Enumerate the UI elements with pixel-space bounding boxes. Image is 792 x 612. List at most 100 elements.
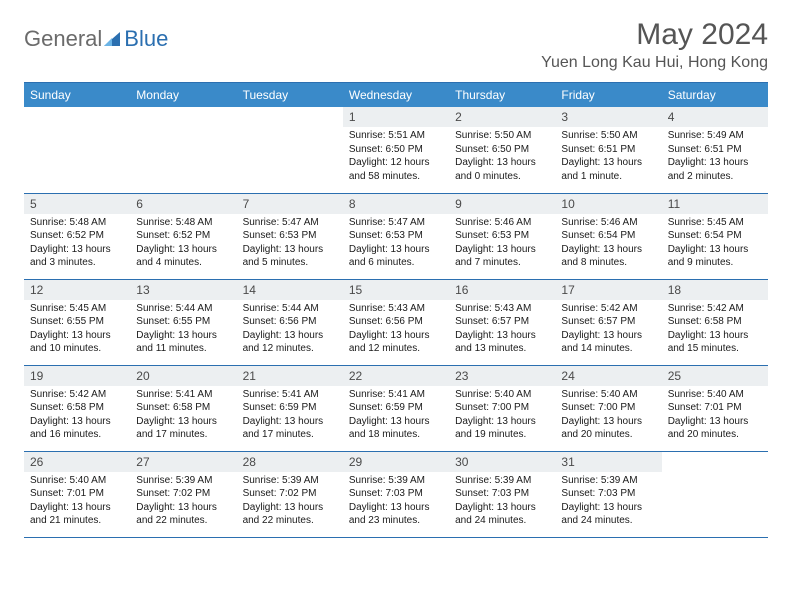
day-body: Sunrise: 5:45 AMSunset: 6:55 PMDaylight:… bbox=[24, 300, 130, 360]
calendar-cell bbox=[130, 107, 236, 193]
day-number: 7 bbox=[237, 194, 343, 214]
sunset-line: Sunset: 6:52 PM bbox=[136, 229, 230, 243]
daylight-line: Daylight: 13 hours and 3 minutes. bbox=[30, 243, 124, 270]
daylight-line: Daylight: 13 hours and 4 minutes. bbox=[136, 243, 230, 270]
logo-sail-icon bbox=[102, 30, 122, 48]
day-body: Sunrise: 5:42 AMSunset: 6:58 PMDaylight:… bbox=[662, 300, 768, 360]
calendar-cell: 23Sunrise: 5:40 AMSunset: 7:00 PMDayligh… bbox=[449, 365, 555, 451]
sunset-line: Sunset: 7:03 PM bbox=[455, 487, 549, 501]
sunrise-line: Sunrise: 5:44 AM bbox=[243, 302, 337, 316]
day-body: Sunrise: 5:46 AMSunset: 6:53 PMDaylight:… bbox=[449, 214, 555, 274]
calendar-cell: 17Sunrise: 5:42 AMSunset: 6:57 PMDayligh… bbox=[555, 279, 661, 365]
sunset-line: Sunset: 7:00 PM bbox=[455, 401, 549, 415]
daylight-line: Daylight: 13 hours and 0 minutes. bbox=[455, 156, 549, 183]
daylight-line: Daylight: 13 hours and 22 minutes. bbox=[136, 501, 230, 528]
calendar-cell: 15Sunrise: 5:43 AMSunset: 6:56 PMDayligh… bbox=[343, 279, 449, 365]
calendar-table: SundayMondayTuesdayWednesdayThursdayFrid… bbox=[24, 82, 768, 538]
calendar-cell: 4Sunrise: 5:49 AMSunset: 6:51 PMDaylight… bbox=[662, 107, 768, 193]
day-body: Sunrise: 5:47 AMSunset: 6:53 PMDaylight:… bbox=[237, 214, 343, 274]
calendar-cell: 18Sunrise: 5:42 AMSunset: 6:58 PMDayligh… bbox=[662, 279, 768, 365]
sunset-line: Sunset: 6:52 PM bbox=[30, 229, 124, 243]
day-body: Sunrise: 5:40 AMSunset: 7:01 PMDaylight:… bbox=[24, 472, 130, 532]
sunset-line: Sunset: 6:54 PM bbox=[561, 229, 655, 243]
daylight-line: Daylight: 13 hours and 12 minutes. bbox=[349, 329, 443, 356]
sunrise-line: Sunrise: 5:47 AM bbox=[243, 216, 337, 230]
calendar-cell: 3Sunrise: 5:50 AMSunset: 6:51 PMDaylight… bbox=[555, 107, 661, 193]
weekday-header: Tuesday bbox=[237, 83, 343, 108]
calendar-cell: 24Sunrise: 5:40 AMSunset: 7:00 PMDayligh… bbox=[555, 365, 661, 451]
day-body: Sunrise: 5:41 AMSunset: 6:59 PMDaylight:… bbox=[237, 386, 343, 446]
day-body: Sunrise: 5:50 AMSunset: 6:51 PMDaylight:… bbox=[555, 127, 661, 187]
sunrise-line: Sunrise: 5:44 AM bbox=[136, 302, 230, 316]
day-number: 11 bbox=[662, 194, 768, 214]
weekday-header: Saturday bbox=[662, 83, 768, 108]
logo-text-2: Blue bbox=[124, 26, 168, 52]
day-number: 23 bbox=[449, 366, 555, 386]
day-body: Sunrise: 5:46 AMSunset: 6:54 PMDaylight:… bbox=[555, 214, 661, 274]
day-number: 19 bbox=[24, 366, 130, 386]
sunset-line: Sunset: 6:58 PM bbox=[668, 315, 762, 329]
daylight-line: Daylight: 13 hours and 15 minutes. bbox=[668, 329, 762, 356]
sunrise-line: Sunrise: 5:43 AM bbox=[455, 302, 549, 316]
day-body: Sunrise: 5:48 AMSunset: 6:52 PMDaylight:… bbox=[130, 214, 236, 274]
sunrise-line: Sunrise: 5:49 AM bbox=[668, 129, 762, 143]
weekday-header: Sunday bbox=[24, 83, 130, 108]
sunrise-line: Sunrise: 5:39 AM bbox=[136, 474, 230, 488]
day-number: 9 bbox=[449, 194, 555, 214]
day-body: Sunrise: 5:44 AMSunset: 6:56 PMDaylight:… bbox=[237, 300, 343, 360]
sunset-line: Sunset: 7:00 PM bbox=[561, 401, 655, 415]
day-body: Sunrise: 5:49 AMSunset: 6:51 PMDaylight:… bbox=[662, 127, 768, 187]
sunset-line: Sunset: 7:01 PM bbox=[30, 487, 124, 501]
daylight-line: Daylight: 13 hours and 6 minutes. bbox=[349, 243, 443, 270]
day-body: Sunrise: 5:44 AMSunset: 6:55 PMDaylight:… bbox=[130, 300, 236, 360]
sunset-line: Sunset: 6:50 PM bbox=[455, 143, 549, 157]
day-number: 10 bbox=[555, 194, 661, 214]
sunrise-line: Sunrise: 5:42 AM bbox=[561, 302, 655, 316]
daylight-line: Daylight: 13 hours and 14 minutes. bbox=[561, 329, 655, 356]
daylight-line: Daylight: 13 hours and 1 minute. bbox=[561, 156, 655, 183]
daylight-line: Daylight: 13 hours and 7 minutes. bbox=[455, 243, 549, 270]
sunset-line: Sunset: 6:53 PM bbox=[349, 229, 443, 243]
sunset-line: Sunset: 6:54 PM bbox=[668, 229, 762, 243]
sunrise-line: Sunrise: 5:40 AM bbox=[30, 474, 124, 488]
calendar-cell: 5Sunrise: 5:48 AMSunset: 6:52 PMDaylight… bbox=[24, 193, 130, 279]
calendar-cell: 25Sunrise: 5:40 AMSunset: 7:01 PMDayligh… bbox=[662, 365, 768, 451]
day-body: Sunrise: 5:41 AMSunset: 6:59 PMDaylight:… bbox=[343, 386, 449, 446]
weekday-header-row: SundayMondayTuesdayWednesdayThursdayFrid… bbox=[24, 83, 768, 108]
location: Yuen Long Kau Hui, Hong Kong bbox=[541, 54, 768, 72]
calendar-cell: 21Sunrise: 5:41 AMSunset: 6:59 PMDayligh… bbox=[237, 365, 343, 451]
day-body: Sunrise: 5:41 AMSunset: 6:58 PMDaylight:… bbox=[130, 386, 236, 446]
day-body: Sunrise: 5:40 AMSunset: 7:00 PMDaylight:… bbox=[449, 386, 555, 446]
sunset-line: Sunset: 6:57 PM bbox=[455, 315, 549, 329]
calendar-cell: 10Sunrise: 5:46 AMSunset: 6:54 PMDayligh… bbox=[555, 193, 661, 279]
daylight-line: Daylight: 13 hours and 17 minutes. bbox=[136, 415, 230, 442]
day-number: 6 bbox=[130, 194, 236, 214]
daylight-line: Daylight: 13 hours and 13 minutes. bbox=[455, 329, 549, 356]
day-number: 21 bbox=[237, 366, 343, 386]
day-number: 31 bbox=[555, 452, 661, 472]
sunrise-line: Sunrise: 5:45 AM bbox=[30, 302, 124, 316]
header: General Blue May 2024 Yuen Long Kau Hui,… bbox=[24, 18, 768, 72]
calendar-body: 1Sunrise: 5:51 AMSunset: 6:50 PMDaylight… bbox=[24, 107, 768, 537]
day-number: 14 bbox=[237, 280, 343, 300]
sunrise-line: Sunrise: 5:39 AM bbox=[561, 474, 655, 488]
daylight-line: Daylight: 13 hours and 17 minutes. bbox=[243, 415, 337, 442]
calendar-cell: 11Sunrise: 5:45 AMSunset: 6:54 PMDayligh… bbox=[662, 193, 768, 279]
month-title: May 2024 bbox=[541, 18, 768, 52]
sunset-line: Sunset: 7:03 PM bbox=[561, 487, 655, 501]
sunset-line: Sunset: 6:53 PM bbox=[455, 229, 549, 243]
sunrise-line: Sunrise: 5:40 AM bbox=[668, 388, 762, 402]
calendar-cell bbox=[237, 107, 343, 193]
calendar-cell: 16Sunrise: 5:43 AMSunset: 6:57 PMDayligh… bbox=[449, 279, 555, 365]
sunrise-line: Sunrise: 5:39 AM bbox=[455, 474, 549, 488]
day-number: 18 bbox=[662, 280, 768, 300]
calendar-cell: 22Sunrise: 5:41 AMSunset: 6:59 PMDayligh… bbox=[343, 365, 449, 451]
sunset-line: Sunset: 6:59 PM bbox=[243, 401, 337, 415]
daylight-line: Daylight: 13 hours and 20 minutes. bbox=[668, 415, 762, 442]
daylight-line: Daylight: 13 hours and 23 minutes. bbox=[349, 501, 443, 528]
weekday-header: Friday bbox=[555, 83, 661, 108]
weekday-header: Monday bbox=[130, 83, 236, 108]
sunset-line: Sunset: 6:53 PM bbox=[243, 229, 337, 243]
sunrise-line: Sunrise: 5:42 AM bbox=[30, 388, 124, 402]
sunrise-line: Sunrise: 5:41 AM bbox=[136, 388, 230, 402]
